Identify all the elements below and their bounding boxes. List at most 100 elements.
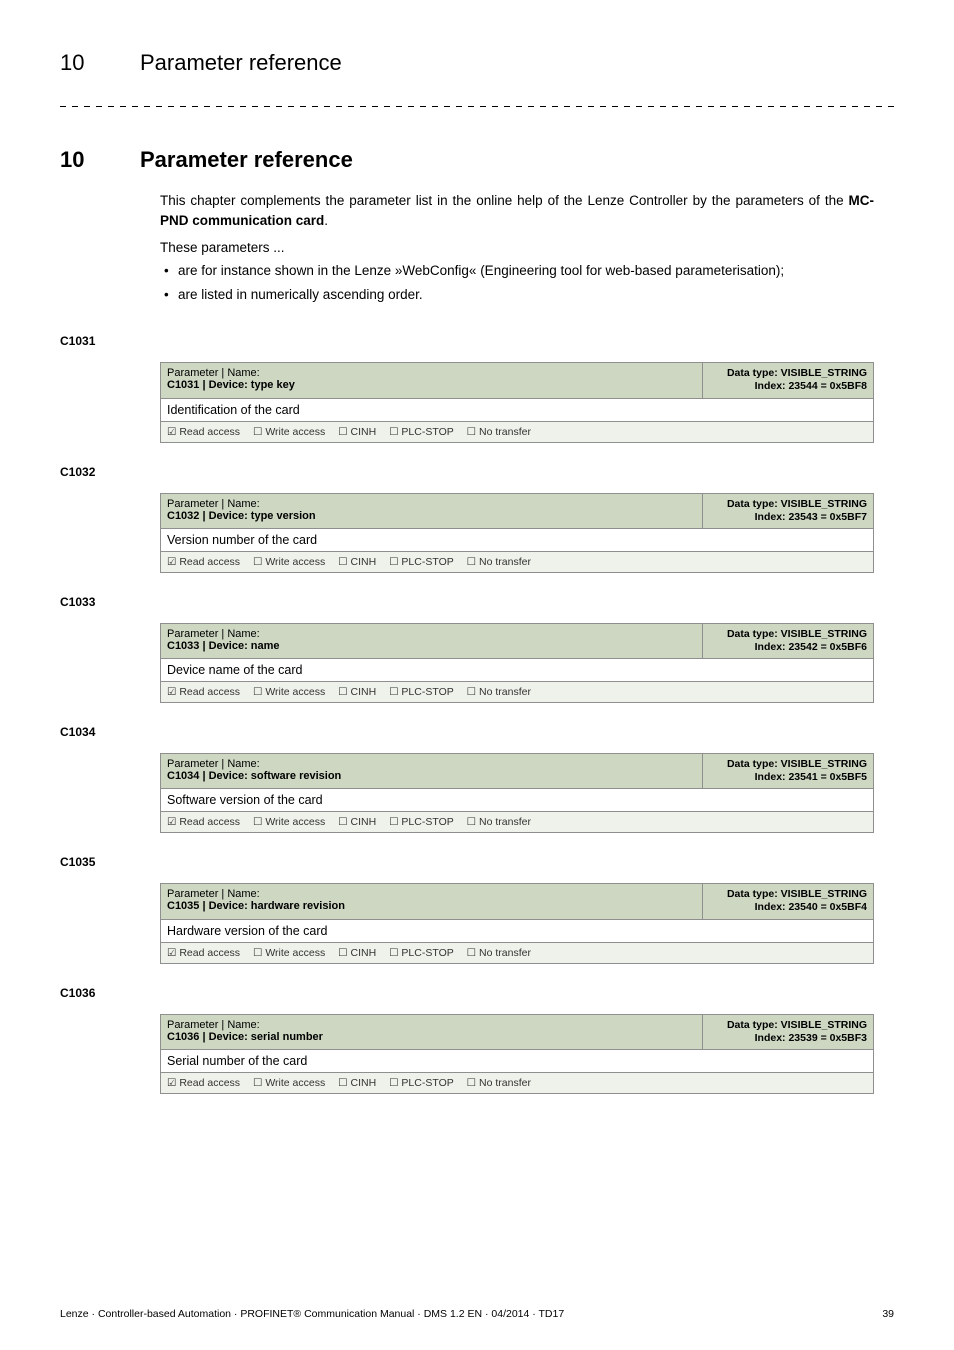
param-table: Parameter | Name: C1035 | Device: hardwa… [160, 883, 874, 963]
param-header-cell: Parameter | Name: C1034 | Device: softwa… [161, 754, 703, 789]
param-header-cell: Parameter | Name: C1036 | Device: serial… [161, 1014, 703, 1049]
param-dtype: VISIBLE_STRING [781, 498, 867, 510]
param-header-cell: Parameter | Name: C1032 | Device: type v… [161, 493, 703, 528]
param-type-cell: Data type: VISIBLE_STRING Index: 23543 =… [702, 493, 873, 528]
index-label: Index: [755, 511, 786, 523]
param-table: Parameter | Name: C1036 | Device: serial… [160, 1014, 874, 1094]
datatype-label: Data type: [727, 367, 778, 379]
access-read: ☑ Read access [167, 947, 240, 959]
access-write: ☐ Write access [253, 426, 325, 438]
footer-page: 39 [882, 1308, 894, 1320]
datatype-label: Data type: [727, 1019, 778, 1031]
param-code: C1034 [60, 725, 894, 739]
param-name: C1031 | Device: type key [167, 379, 295, 391]
param-type-cell: Data type: VISIBLE_STRING Index: 23542 =… [702, 623, 873, 658]
param-name: C1032 | Device: type version [167, 510, 316, 522]
param-dtype: VISIBLE_STRING [781, 628, 867, 640]
index-label: Index: [755, 1032, 786, 1044]
param-desc: Software version of the card [161, 789, 874, 812]
lead-text: These parameters ... [160, 240, 874, 255]
running-header-title: Parameter reference [140, 50, 342, 75]
param-name: C1034 | Device: software revision [167, 770, 341, 782]
param-name-label: Parameter | Name: [167, 888, 260, 900]
intro-pre: This chapter complements the parameter l… [160, 193, 849, 208]
param-index: 23541 = 0x5BF5 [788, 771, 867, 783]
index-label: Index: [755, 901, 786, 913]
param-index: 23544 = 0x5BF8 [788, 380, 867, 392]
access-write: ☐ Write access [253, 686, 325, 698]
param-code: C1036 [60, 986, 894, 1000]
access-write: ☐ Write access [253, 947, 325, 959]
param-name-label: Parameter | Name: [167, 1019, 260, 1031]
param-type-cell: Data type: VISIBLE_STRING Index: 23540 =… [702, 884, 873, 919]
access-write: ☐ Write access [253, 556, 325, 568]
param-table: Parameter | Name: C1034 | Device: softwa… [160, 753, 874, 833]
access-plc: ☐ PLC-STOP [389, 1077, 454, 1089]
access-read: ☑ Read access [167, 1077, 240, 1089]
bullet-list: are for instance shown in the Lenze »Web… [160, 261, 874, 304]
access-cinh: ☐ CINH [338, 686, 376, 698]
access-cinh: ☐ CINH [338, 947, 376, 959]
param-type-cell: Data type: VISIBLE_STRING Index: 23541 =… [702, 754, 873, 789]
param-type-cell: Data type: VISIBLE_STRING Index: 23544 =… [702, 363, 873, 398]
access-cinh: ☐ CINH [338, 816, 376, 828]
datatype-label: Data type: [727, 758, 778, 770]
param-desc: Serial number of the card [161, 1049, 874, 1072]
bullet-item: are for instance shown in the Lenze »Web… [178, 261, 874, 281]
section-heading: 10Parameter reference [60, 147, 894, 173]
param-access: ☑ Read access ☐ Write access ☐ CINH ☐ PL… [161, 812, 874, 833]
index-label: Index: [755, 771, 786, 783]
access-cinh: ☐ CINH [338, 1077, 376, 1089]
bullet-item: are listed in numerically ascending orde… [178, 285, 874, 305]
section-heading-title: Parameter reference [140, 147, 353, 172]
access-plc: ☐ PLC-STOP [389, 426, 454, 438]
param-index: 23542 = 0x5BF6 [788, 641, 867, 653]
access-cinh: ☐ CINH [338, 556, 376, 568]
access-plc: ☐ PLC-STOP [389, 947, 454, 959]
param-table: Parameter | Name: C1033 | Device: name D… [160, 623, 874, 703]
param-name-label: Parameter | Name: [167, 628, 260, 640]
param-desc: Identification of the card [161, 398, 874, 421]
param-name: C1035 | Device: hardware revision [167, 900, 345, 912]
param-code: C1033 [60, 595, 894, 609]
access-notransfer: ☐ No transfer [467, 426, 531, 438]
access-read: ☑ Read access [167, 686, 240, 698]
datatype-label: Data type: [727, 628, 778, 640]
access-cinh: ☐ CINH [338, 426, 376, 438]
intro-text: This chapter complements the parameter l… [160, 191, 874, 230]
access-read: ☑ Read access [167, 556, 240, 568]
param-code: C1035 [60, 855, 894, 869]
param-index: 23539 = 0x5BF3 [788, 1032, 867, 1044]
access-notransfer: ☐ No transfer [467, 1077, 531, 1089]
intro-block: This chapter complements the parameter l… [160, 191, 874, 304]
param-name-label: Parameter | Name: [167, 498, 260, 510]
param-index: 23540 = 0x5BF4 [788, 901, 867, 913]
param-type-cell: Data type: VISIBLE_STRING Index: 23539 =… [702, 1014, 873, 1049]
param-name-label: Parameter | Name: [167, 758, 260, 770]
access-write: ☐ Write access [253, 816, 325, 828]
param-code: C1031 [60, 334, 894, 348]
param-table: Parameter | Name: C1031 | Device: type k… [160, 362, 874, 442]
param-header-cell: Parameter | Name: C1031 | Device: type k… [161, 363, 703, 398]
running-header-num: 10 [60, 50, 140, 76]
param-name-label: Parameter | Name: [167, 367, 260, 379]
page-footer: Lenze · Controller-based Automation · PR… [60, 1308, 894, 1320]
access-write: ☐ Write access [253, 1077, 325, 1089]
running-header: 10Parameter reference [60, 50, 894, 76]
param-desc: Version number of the card [161, 528, 874, 551]
param-header-cell: Parameter | Name: C1035 | Device: hardwa… [161, 884, 703, 919]
access-plc: ☐ PLC-STOP [389, 816, 454, 828]
footer-text: Lenze · Controller-based Automation · PR… [60, 1308, 564, 1320]
param-name: C1036 | Device: serial number [167, 1031, 323, 1043]
param-code: C1032 [60, 465, 894, 479]
access-read: ☑ Read access [167, 816, 240, 828]
param-access: ☑ Read access ☐ Write access ☐ CINH ☐ PL… [161, 421, 874, 442]
param-dtype: VISIBLE_STRING [781, 758, 867, 770]
datatype-label: Data type: [727, 498, 778, 510]
intro-post: . [324, 213, 328, 228]
access-read: ☑ Read access [167, 426, 240, 438]
param-dtype: VISIBLE_STRING [781, 1019, 867, 1031]
param-access: ☑ Read access ☐ Write access ☐ CINH ☐ PL… [161, 682, 874, 703]
datatype-label: Data type: [727, 888, 778, 900]
param-desc: Hardware version of the card [161, 919, 874, 942]
